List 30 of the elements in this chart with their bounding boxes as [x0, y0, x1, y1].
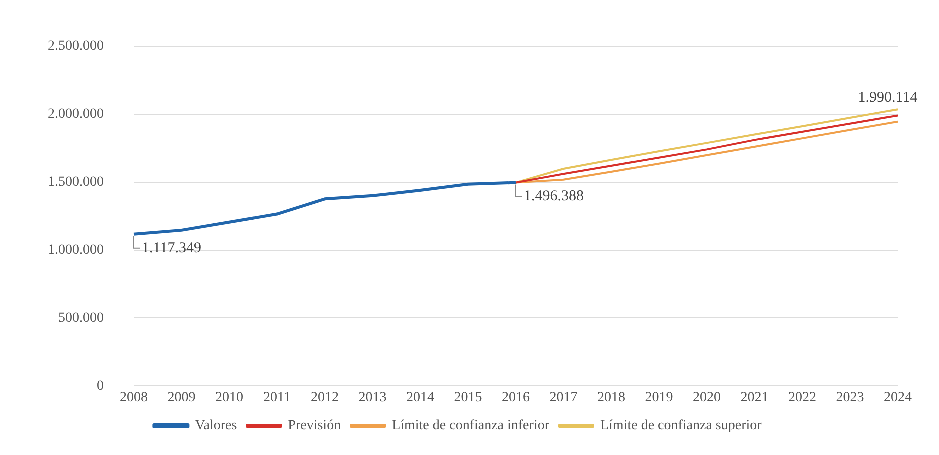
annotation: 1.990.114: [858, 90, 918, 106]
x-tick-label: 2019: [645, 390, 674, 406]
y-tick-label: 2.500.000: [48, 39, 104, 54]
x-tick-label: 2015: [454, 390, 482, 406]
annotation: 1.117.349: [142, 240, 202, 256]
legend-label: Previsión: [288, 418, 342, 434]
x-tick-label: 2023: [836, 390, 864, 406]
y-tick-label: 1.500.000: [48, 174, 104, 190]
x-tick-label: 2022: [788, 390, 816, 406]
y-tick-label: 2.000.000: [48, 107, 104, 122]
x-tick-label: 2009: [168, 390, 196, 406]
x-tick-label: 2010: [216, 390, 244, 406]
x-tick-label: 2024: [884, 390, 912, 406]
x-tick-label: 2013: [358, 390, 387, 406]
legend-label: Valores: [195, 418, 238, 434]
annotation: 1.496.388: [524, 188, 584, 205]
x-tick-label: 2018: [598, 390, 626, 406]
x-tick-label: 2020: [693, 390, 721, 406]
x-tick-label: 2011: [264, 390, 291, 406]
x-tick-label: 2014: [406, 390, 434, 406]
y-tick-label: 1.000.000: [48, 242, 104, 258]
y-tick-label: 0: [97, 378, 104, 394]
x-tick-label: 2017: [550, 390, 578, 406]
legend-label: Límite de confianza superior: [600, 418, 762, 434]
y-tick-label: 500.000: [58, 310, 104, 326]
x-tick-label: 2008: [120, 390, 148, 406]
x-tick-label: 2016: [502, 390, 530, 406]
x-tick-label: 2012: [311, 390, 339, 406]
x-tick-label: 2021: [740, 390, 769, 406]
legend-label: Límite de confianza inferior: [392, 418, 550, 434]
